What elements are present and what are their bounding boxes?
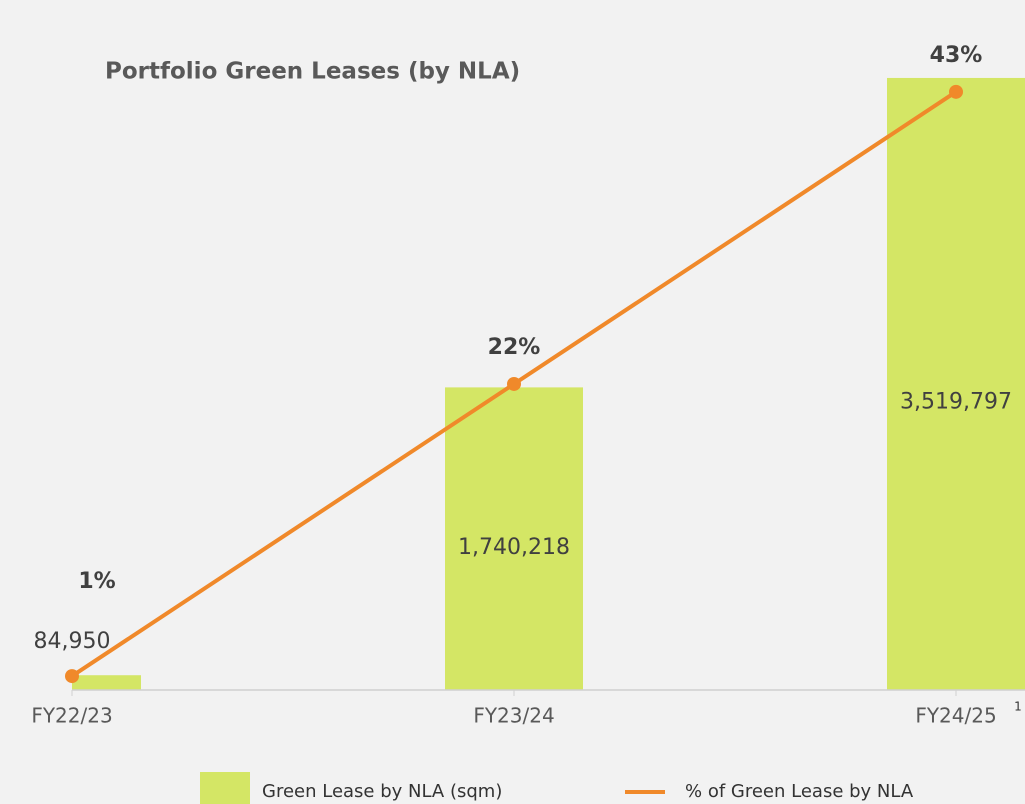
legend-swatch — [200, 772, 250, 804]
bar — [887, 77, 1025, 690]
line-point — [65, 669, 79, 684]
line-point — [949, 84, 963, 99]
line-value-label: 43% — [930, 43, 983, 68]
line-value-label: 1% — [78, 569, 115, 594]
footnote-mark: 1 — [1014, 700, 1022, 714]
x-tick-label: FY24/25 — [915, 704, 996, 728]
bar-value-label: 1,740,218 — [458, 535, 570, 560]
legend-label: % of Green Lease by NLA — [685, 781, 914, 802]
line-point — [507, 376, 521, 391]
bar — [72, 675, 141, 690]
bar — [445, 387, 583, 690]
x-tick-label: FY23/24 — [473, 704, 554, 728]
bar-group — [72, 77, 1025, 690]
chart-title: Portfolio Green Leases (by NLA) — [105, 59, 520, 85]
legend-label: Green Lease by NLA (sqm) — [262, 781, 502, 802]
line-value-label: 22% — [488, 335, 541, 360]
bar-value-label: 84,950 — [34, 629, 111, 654]
bar-value-label: 3,519,797 — [900, 389, 1012, 414]
x-tick-label: FY22/23 — [31, 704, 112, 728]
